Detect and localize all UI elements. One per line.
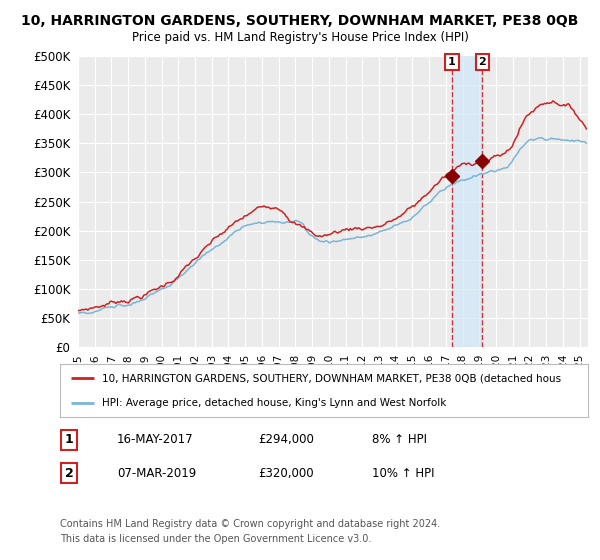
- Text: 10, HARRINGTON GARDENS, SOUTHERY, DOWNHAM MARKET, PE38 0QB: 10, HARRINGTON GARDENS, SOUTHERY, DOWNHA…: [22, 14, 578, 28]
- Text: 1: 1: [65, 433, 73, 446]
- Text: 1: 1: [448, 57, 456, 67]
- Text: 10, HARRINGTON GARDENS, SOUTHERY, DOWNHAM MARKET, PE38 0QB (detached hous: 10, HARRINGTON GARDENS, SOUTHERY, DOWNHA…: [102, 374, 562, 384]
- Text: 2: 2: [65, 466, 73, 480]
- Text: 16-MAY-2017: 16-MAY-2017: [117, 433, 194, 446]
- Text: £320,000: £320,000: [258, 466, 314, 480]
- Bar: [452, 56, 482, 347]
- Text: HPI: Average price, detached house, King's Lynn and West Norfolk: HPI: Average price, detached house, King…: [102, 398, 446, 408]
- Text: 10% ↑ HPI: 10% ↑ HPI: [372, 466, 434, 480]
- Text: 07-MAR-2019: 07-MAR-2019: [117, 466, 196, 480]
- Text: 2: 2: [478, 57, 486, 67]
- Text: Price paid vs. HM Land Registry's House Price Index (HPI): Price paid vs. HM Land Registry's House …: [131, 31, 469, 44]
- Text: £294,000: £294,000: [258, 433, 314, 446]
- Text: This data is licensed under the Open Government Licence v3.0.: This data is licensed under the Open Gov…: [60, 534, 371, 544]
- Text: Contains HM Land Registry data © Crown copyright and database right 2024.: Contains HM Land Registry data © Crown c…: [60, 519, 440, 529]
- Text: 8% ↑ HPI: 8% ↑ HPI: [372, 433, 427, 446]
